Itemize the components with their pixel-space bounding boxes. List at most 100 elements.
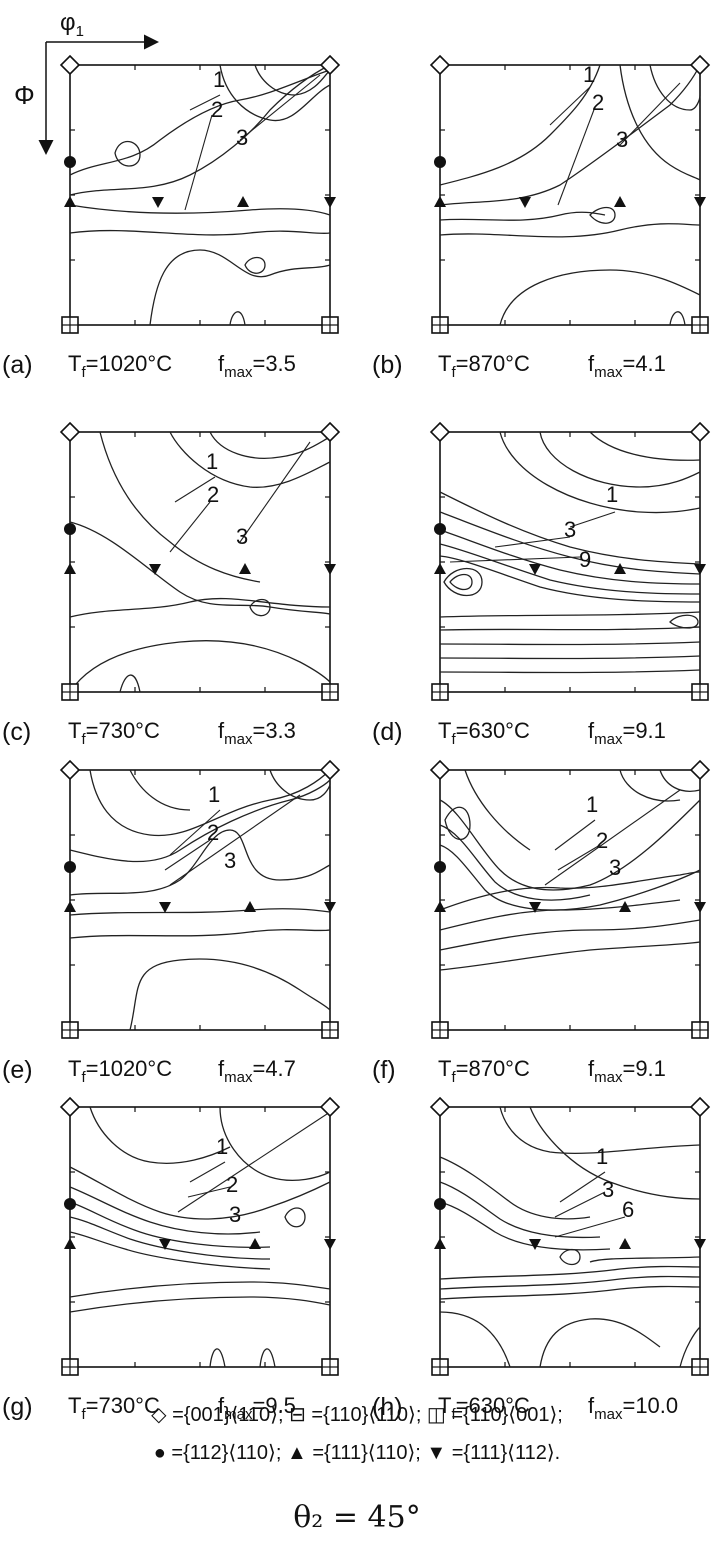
leader-line: [544, 789, 681, 886]
diamond-marker: [429, 759, 451, 781]
circle-marker: [64, 523, 76, 535]
contour-lines: [69, 769, 331, 1031]
panel-caption: (d) Tf=630°C fmax=9.1: [372, 718, 666, 748]
triangle-down-marker: [159, 902, 171, 913]
triangle-up-marker: [244, 901, 256, 912]
circle-marker: [434, 523, 446, 535]
diamond-marker: [689, 1096, 711, 1118]
leader-line: [184, 114, 213, 211]
leader-line: [619, 82, 681, 146]
panel-tf: Tf=1020°C: [68, 351, 172, 381]
leader-line: [189, 94, 221, 111]
leader-line: [559, 1171, 606, 1203]
contour-lines: [69, 64, 331, 326]
panel-frame: [69, 769, 331, 1031]
panel-caption: (b) Tf=870°C fmax=4.1: [372, 351, 666, 381]
triangle-down-marker: [694, 197, 706, 208]
triangle-up-marker: [434, 1238, 446, 1249]
circle-marker: [64, 1198, 76, 1210]
contour-lines: [69, 431, 331, 693]
triangle-down-marker: [529, 1239, 541, 1250]
leader-line: [164, 839, 211, 871]
panel-letter: (b): [372, 351, 403, 379]
contour-lines: [69, 1106, 331, 1368]
contour-level-label: 2: [592, 90, 604, 115]
triangle-up-marker: [619, 901, 631, 912]
panel-e: 1 23 (e) Tf=1020°C fmax=4.7: [2, 759, 341, 1086]
leader-line: [557, 844, 601, 871]
triangle-up-marker: [64, 563, 76, 574]
circle-marker: [434, 1198, 446, 1210]
leader-line: [557, 106, 596, 206]
triangle-down-marker: [694, 564, 706, 575]
leader-line: [554, 1216, 626, 1238]
panel-frame: [69, 1106, 331, 1368]
contour-level-label: 3: [236, 524, 248, 549]
panel-c: 1 23 (c) Tf=730°C fmax=3.3: [2, 421, 341, 748]
square-marker: [431, 683, 449, 701]
panel-tf: Tf=870°C: [438, 351, 530, 381]
leader-line: [174, 476, 216, 503]
panel-tf: Tf=1020°C: [68, 1056, 172, 1086]
triangle-down-marker: [324, 1239, 336, 1250]
triangle-up-marker: [249, 1238, 261, 1249]
leader-line: [494, 536, 571, 548]
diamond-marker: [59, 421, 81, 443]
panel-fmax: fmax=4.7: [218, 1056, 296, 1086]
square-marker: [691, 316, 709, 334]
contour-level-label: 6: [622, 1197, 634, 1222]
leader-line: [169, 809, 221, 856]
panel-frame: [439, 64, 701, 326]
contour-level-label: 3: [236, 125, 248, 150]
square-marker: [61, 316, 79, 334]
leader-line: [189, 1161, 226, 1183]
panel-tf: Tf=730°C: [68, 1393, 160, 1423]
panel-caption: (g) Tf=730°C fmax=9.5: [2, 1393, 296, 1423]
triangle-up-marker: [237, 196, 249, 207]
diamond-marker: [319, 54, 341, 76]
triangle-down-marker: [519, 197, 531, 208]
triangle-down-marker: [694, 902, 706, 913]
triangle-up-marker: [619, 1238, 631, 1249]
panel-tf: Tf=730°C: [68, 718, 160, 748]
leader-line: [554, 1191, 606, 1218]
square-marker: [691, 1358, 709, 1376]
square-marker: [61, 1358, 79, 1376]
leader-line: [169, 501, 211, 553]
diamond-marker: [429, 54, 451, 76]
circle-marker: [434, 156, 446, 168]
triangle-up-marker: [64, 196, 76, 207]
diamond-marker: [689, 759, 711, 781]
panel-frame: [439, 769, 701, 1031]
leader-line: [549, 86, 591, 126]
contour-level-label: 1: [606, 482, 618, 507]
theta-label: θ₂ = 45°: [293, 1500, 421, 1535]
contour-level-label: 3: [609, 855, 621, 880]
panel-letter: (h): [372, 1393, 403, 1421]
contour-level-label: 2: [596, 828, 608, 853]
contour-level-label: 2: [207, 482, 219, 507]
contour-level-label: 9: [579, 547, 591, 572]
contour-level-label: 3: [224, 848, 236, 873]
panel-letter: (g): [2, 1393, 33, 1421]
square-marker: [321, 1358, 339, 1376]
panel-h: 1 36 (h) Tf=630°C fmax=10.0: [372, 1096, 711, 1423]
square-marker: [321, 1021, 339, 1039]
triangle-up-marker: [614, 196, 626, 207]
triangle-up-marker: [434, 196, 446, 207]
diamond-marker: [59, 54, 81, 76]
contour-lines: [439, 64, 701, 326]
panel-fmax: fmax=3.3: [218, 718, 296, 748]
phi1-label: φ1: [60, 9, 84, 40]
diamond-marker: [59, 759, 81, 781]
triangle-down-marker: [159, 1239, 171, 1250]
panel-g: 123(g) Tf=730°C fmax=9.5: [2, 1096, 341, 1423]
panel-fmax: fmax=3.5: [218, 351, 296, 381]
triangle-up-marker: [64, 901, 76, 912]
panel-tf: Tf=870°C: [438, 1056, 530, 1086]
triangle-down-marker: [324, 564, 336, 575]
legend-line-2: ● ={112}⟨110⟩; ▲ ={111}⟨110⟩; ▼ ={111}⟨1…: [153, 1442, 561, 1464]
square-marker: [321, 316, 339, 334]
diamond-marker: [319, 1096, 341, 1118]
